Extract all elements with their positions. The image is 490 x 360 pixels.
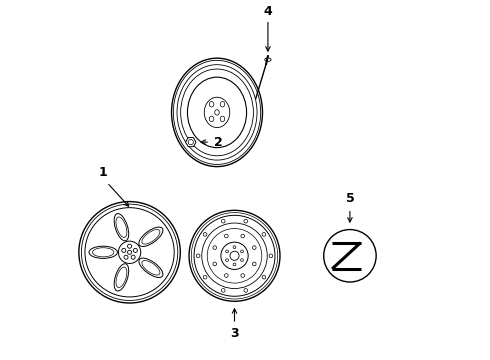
Text: 2: 2 [214, 136, 222, 149]
Text: 1: 1 [99, 166, 108, 179]
Text: 5: 5 [345, 192, 354, 205]
Ellipse shape [265, 58, 271, 62]
Polygon shape [186, 138, 196, 147]
Text: 3: 3 [230, 328, 239, 341]
Text: 4: 4 [264, 5, 272, 18]
